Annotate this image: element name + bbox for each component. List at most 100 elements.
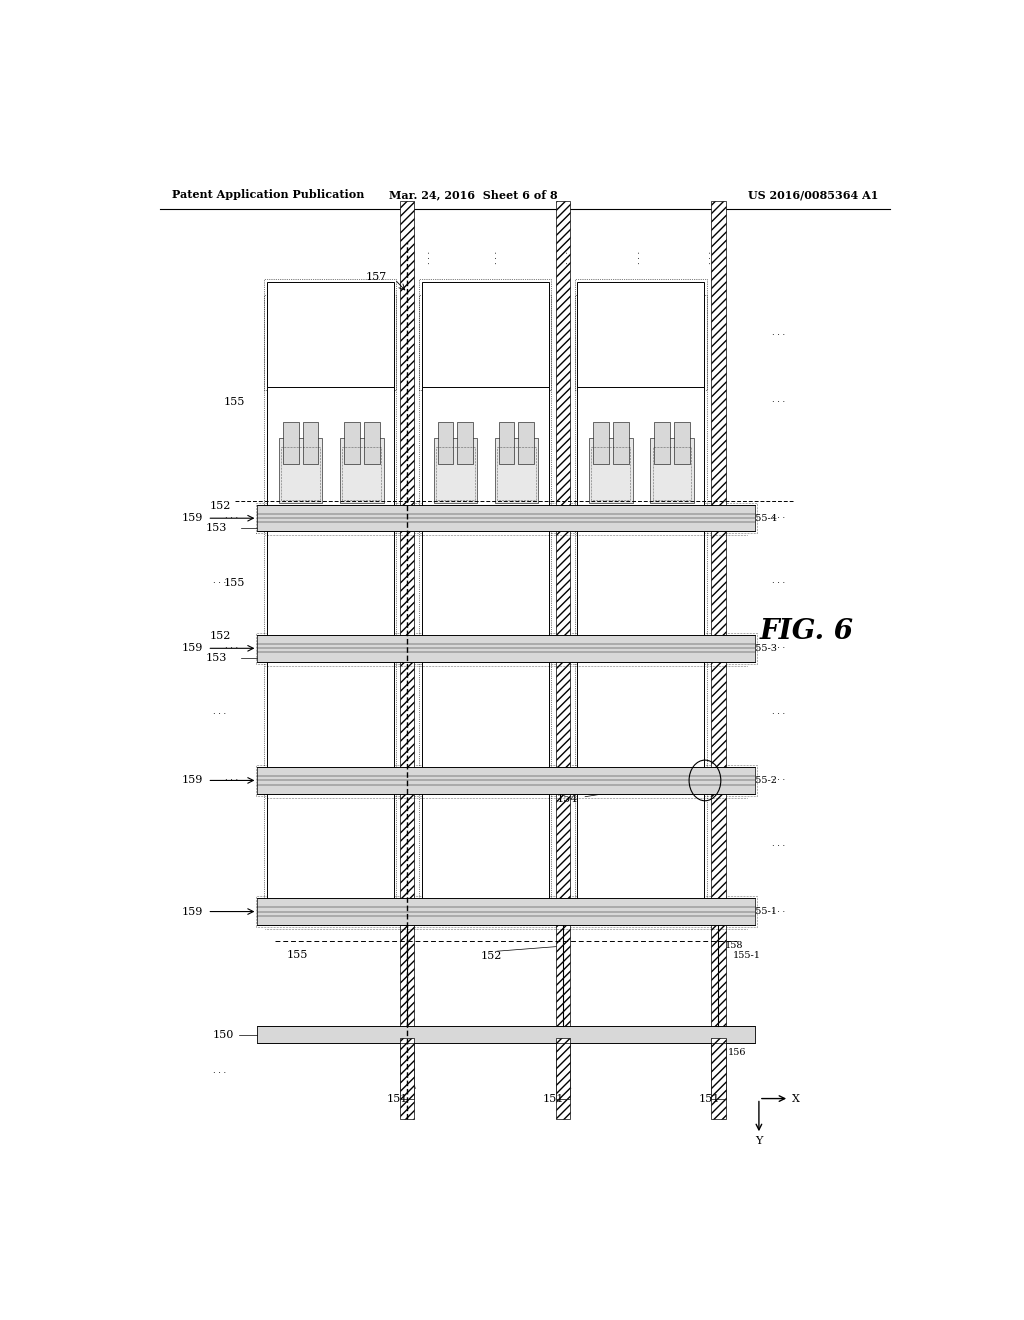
Bar [574, 527, 707, 639]
Bar [283, 422, 299, 463]
Bar [592, 447, 631, 500]
Bar [578, 282, 705, 387]
Bar [256, 503, 757, 533]
Bar [578, 792, 705, 899]
Text: · · ·: · · · [224, 515, 238, 523]
Text: 158: 158 [716, 903, 734, 912]
Text: 153: 153 [206, 523, 227, 533]
Text: 155: 155 [223, 578, 245, 587]
Text: · · ·: · · · [636, 251, 644, 264]
Bar [574, 657, 707, 771]
Text: · · ·: · · · [224, 908, 238, 916]
Bar [264, 280, 396, 391]
Text: · · ·: · · · [772, 908, 785, 916]
Text: 155: 155 [223, 397, 245, 407]
Bar [340, 438, 384, 503]
Text: 159: 159 [182, 643, 204, 653]
Bar [419, 527, 551, 639]
Bar [578, 529, 705, 636]
Text: · · ·: · · · [772, 397, 785, 405]
Text: 154: 154 [557, 793, 578, 804]
Bar [422, 660, 549, 768]
Bar [257, 767, 755, 793]
Text: Patent Application Publication: Patent Application Publication [172, 190, 364, 201]
Bar [654, 422, 670, 463]
Text: · · ·: · · · [772, 578, 785, 587]
Bar [593, 422, 609, 463]
Bar [282, 447, 321, 500]
Bar [303, 422, 318, 463]
Text: Y: Y [756, 1137, 763, 1146]
Bar [652, 447, 691, 500]
Bar [264, 657, 396, 771]
Bar [674, 422, 690, 463]
Bar [495, 438, 539, 503]
Text: 158: 158 [716, 772, 734, 781]
Text: 151: 151 [698, 1093, 720, 1104]
Text: 151: 151 [387, 1093, 409, 1104]
Bar [342, 447, 381, 500]
Text: 152: 152 [210, 631, 231, 642]
Bar [256, 766, 757, 796]
Bar [556, 1038, 570, 1098]
Bar [613, 422, 629, 463]
Text: · · ·: · · · [772, 710, 785, 718]
Text: 155-3: 155-3 [750, 644, 777, 653]
Bar [422, 792, 549, 899]
Bar [578, 297, 705, 506]
Bar [257, 506, 755, 532]
Bar [650, 438, 694, 503]
Text: · · ·: · · · [224, 776, 238, 784]
Bar [437, 422, 454, 463]
Bar [574, 789, 707, 903]
Text: 159: 159 [182, 907, 204, 916]
Bar [344, 422, 359, 463]
Bar [518, 422, 535, 463]
Bar [257, 899, 755, 925]
Text: FIG. 6: FIG. 6 [760, 618, 854, 644]
Text: · · ·: · · · [772, 776, 785, 784]
Bar [267, 529, 394, 636]
Text: · · ·: · · · [772, 644, 785, 652]
Bar [712, 201, 726, 1119]
Bar [712, 1038, 726, 1098]
Text: 159: 159 [182, 775, 204, 785]
Bar [264, 527, 396, 639]
Text: 152: 152 [210, 502, 231, 511]
Bar [419, 280, 551, 391]
Bar [436, 447, 475, 500]
Bar [257, 1027, 755, 1043]
Text: X: X [793, 1093, 800, 1104]
Bar [419, 294, 551, 510]
Text: · · ·: · · · [708, 251, 716, 264]
Bar [257, 635, 755, 661]
Bar [267, 660, 394, 768]
Text: US 2016/0085364 A1: US 2016/0085364 A1 [748, 190, 878, 201]
Bar [499, 422, 514, 463]
Text: · · ·: · · · [426, 251, 433, 264]
Text: 155-2: 155-2 [750, 776, 777, 785]
Bar [422, 297, 549, 506]
Text: 155: 155 [287, 950, 308, 960]
Bar [419, 789, 551, 903]
Text: 155-1: 155-1 [750, 907, 777, 916]
Text: 152: 152 [481, 952, 502, 961]
Text: 155-4: 155-4 [750, 513, 777, 523]
Text: · · ·: · · · [213, 578, 226, 587]
Bar [574, 294, 707, 510]
Text: 153: 153 [206, 653, 227, 664]
Bar [574, 280, 707, 391]
Text: · · ·: · · · [772, 842, 785, 850]
Text: · · ·: · · · [772, 331, 785, 339]
Bar [556, 201, 570, 1119]
Text: · · ·: · · · [224, 644, 238, 652]
Bar [422, 529, 549, 636]
Text: 159: 159 [182, 513, 204, 523]
Text: 150: 150 [213, 1030, 234, 1040]
Bar [497, 447, 536, 500]
Bar [267, 792, 394, 899]
Text: 155-1: 155-1 [733, 950, 761, 960]
Bar [400, 201, 415, 1119]
Text: · · ·: · · · [493, 251, 501, 264]
Text: 156: 156 [728, 1048, 746, 1057]
